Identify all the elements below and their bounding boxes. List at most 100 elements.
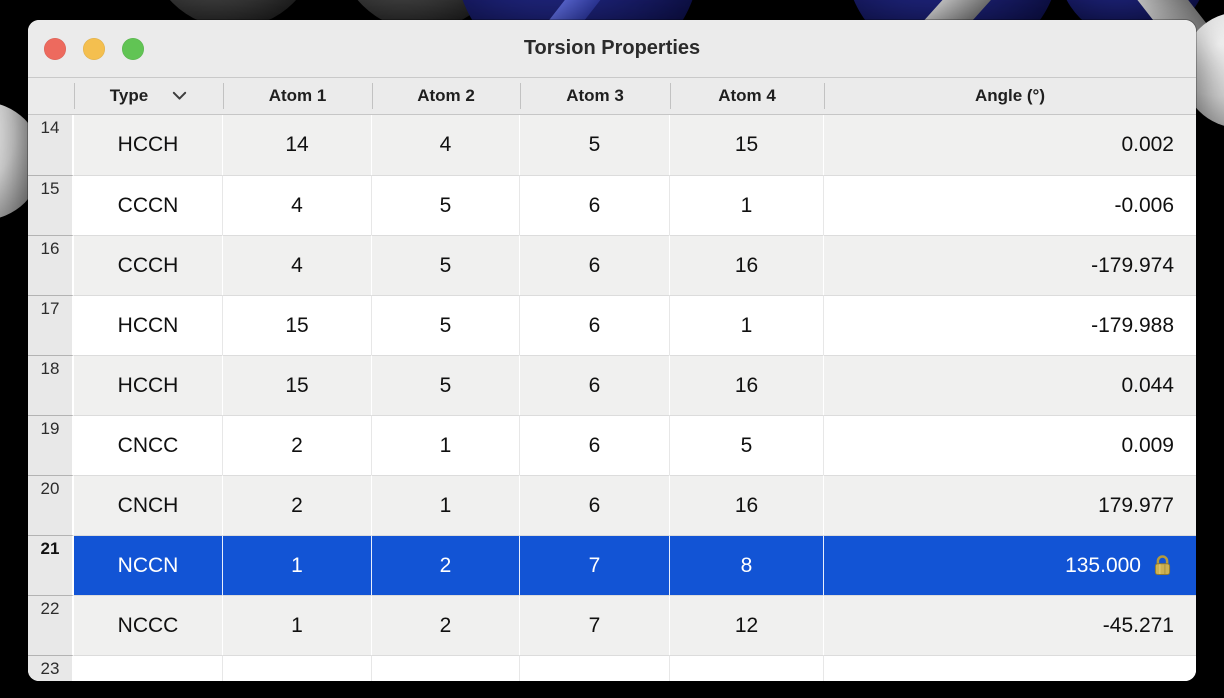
table-row-21-selected[interactable]: 21 NCCN 1 2 7 8 135.000 (28, 535, 1196, 595)
cell-atom4[interactable]: 16 (670, 235, 824, 295)
cell-atom4[interactable] (670, 655, 824, 681)
row-number[interactable]: 23 (28, 655, 74, 681)
table-row-22[interactable]: 22 NCCC 1 2 7 12 -45.271 (28, 595, 1196, 655)
column-header-atom3-label: Atom 3 (566, 86, 624, 105)
cell-angle[interactable]: 0.044 (824, 355, 1196, 415)
cell-type[interactable]: HCCH (74, 355, 223, 415)
close-button[interactable] (44, 37, 66, 60)
table-row-15[interactable]: 15 CCCN 4 5 6 1 -0.006 (28, 175, 1196, 235)
cell-angle[interactable]: -179.988 (824, 295, 1196, 355)
cell-type[interactable]: HCCN (74, 295, 223, 355)
column-header-type[interactable]: Type (74, 78, 223, 114)
angle-value: 179.977 (1098, 493, 1174, 517)
column-header-atom1[interactable]: Atom 1 (223, 78, 372, 114)
column-header-atom2[interactable]: Atom 2 (372, 78, 520, 114)
zoom-button[interactable] (122, 37, 144, 60)
row-number[interactable]: 21 (28, 535, 74, 595)
table-row-17[interactable]: 17 HCCN 15 5 6 1 -179.988 (28, 295, 1196, 355)
cell-angle[interactable]: -45.271 (824, 595, 1196, 655)
cell-atom3[interactable]: 6 (520, 475, 670, 535)
cell-atom2[interactable]: 1 (372, 415, 520, 475)
table-row-18[interactable]: 18 HCCH 15 5 6 16 0.044 (28, 355, 1196, 415)
cell-atom3[interactable]: 5 (520, 115, 670, 175)
cell-atom4[interactable]: 12 (670, 595, 824, 655)
cell-atom4[interactable]: 5 (670, 415, 824, 475)
cell-atom4[interactable]: 15 (670, 115, 824, 175)
row-number[interactable]: 18 (28, 355, 74, 415)
cell-angle[interactable] (824, 655, 1196, 681)
cell-type[interactable]: HCCH (74, 115, 223, 175)
cell-atom1[interactable]: 4 (223, 175, 372, 235)
cell-atom1[interactable] (223, 655, 372, 681)
row-number[interactable]: 22 (28, 595, 74, 655)
cell-angle[interactable]: 179.977 (824, 475, 1196, 535)
column-header-atom3[interactable]: Atom 3 (520, 78, 670, 114)
cell-atom4[interactable]: 1 (670, 295, 824, 355)
row-number[interactable]: 15 (28, 175, 74, 235)
cell-atom4[interactable]: 16 (670, 355, 824, 415)
column-header-atom4[interactable]: Atom 4 (670, 78, 824, 114)
cell-atom2[interactable]: 4 (372, 115, 520, 175)
traffic-lights (44, 37, 144, 60)
cell-atom2[interactable] (372, 655, 520, 681)
cell-type[interactable]: CCCN (74, 175, 223, 235)
cell-atom2[interactable]: 1 (372, 475, 520, 535)
cell-atom3[interactable] (520, 655, 670, 681)
minimize-button[interactable] (83, 37, 105, 60)
cell-atom1[interactable]: 15 (223, 355, 372, 415)
row-number[interactable]: 19 (28, 415, 74, 475)
cell-atom3[interactable]: 7 (520, 535, 670, 595)
cell-angle[interactable]: 0.002 (824, 115, 1196, 175)
cell-atom2[interactable]: 5 (372, 235, 520, 295)
lock-icon (1154, 555, 1171, 575)
table-row-19[interactable]: 19 CNCC 2 1 6 5 0.009 (28, 415, 1196, 475)
angle-value: -179.974 (1091, 253, 1174, 277)
column-header-atom4-label: Atom 4 (718, 86, 776, 105)
row-number[interactable]: 16 (28, 235, 74, 295)
cell-atom2[interactable]: 2 (372, 535, 520, 595)
cell-atom4[interactable]: 8 (670, 535, 824, 595)
cell-atom1[interactable]: 4 (223, 235, 372, 295)
cell-atom3[interactable]: 6 (520, 235, 670, 295)
window-titlebar[interactable]: Torsion Properties (28, 20, 1196, 78)
row-number[interactable]: 17 (28, 295, 74, 355)
cell-type[interactable]: NCCC (74, 595, 223, 655)
cell-atom3[interactable]: 6 (520, 415, 670, 475)
cell-type[interactable] (74, 655, 223, 681)
cell-atom3[interactable]: 7 (520, 595, 670, 655)
row-number[interactable]: 20 (28, 475, 74, 535)
column-header-angle[interactable]: Angle (°) (824, 78, 1196, 114)
cell-atom4[interactable]: 16 (670, 475, 824, 535)
cell-atom1[interactable]: 15 (223, 295, 372, 355)
cell-atom2[interactable]: 5 (372, 175, 520, 235)
cell-atom1[interactable]: 2 (223, 415, 372, 475)
cell-type[interactable]: NCCN (74, 535, 223, 595)
angle-value: -45.271 (1102, 613, 1174, 637)
angle-value: 0.009 (1121, 433, 1174, 457)
cell-angle[interactable]: 0.009 (824, 415, 1196, 475)
cell-angle[interactable]: -0.006 (824, 175, 1196, 235)
cell-atom3[interactable]: 6 (520, 355, 670, 415)
cell-angle[interactable]: 135.000 (824, 535, 1196, 595)
cell-atom3[interactable]: 6 (520, 295, 670, 355)
cell-atom2[interactable]: 5 (372, 355, 520, 415)
row-number[interactable]: 14 (28, 115, 74, 175)
cell-atom2[interactable]: 5 (372, 295, 520, 355)
table-row-16[interactable]: 16 CCCH 4 5 6 16 -179.974 (28, 235, 1196, 295)
table-row-14[interactable]: 14 HCCH 14 4 5 15 0.002 (28, 115, 1196, 175)
table-row-20[interactable]: 20 CNCH 2 1 6 16 179.977 (28, 475, 1196, 535)
cell-atom4[interactable]: 1 (670, 175, 824, 235)
angle-value: -179.988 (1091, 313, 1174, 337)
table-row-23-partial[interactable]: 23 (28, 655, 1196, 681)
cell-atom1[interactable]: 2 (223, 475, 372, 535)
cell-atom2[interactable]: 2 (372, 595, 520, 655)
header-corner (28, 78, 74, 114)
cell-atom3[interactable]: 6 (520, 175, 670, 235)
cell-atom1[interactable]: 1 (223, 535, 372, 595)
cell-atom1[interactable]: 14 (223, 115, 372, 175)
cell-angle[interactable]: -179.974 (824, 235, 1196, 295)
cell-type[interactable]: CNCH (74, 475, 223, 535)
cell-type[interactable]: CNCC (74, 415, 223, 475)
cell-type[interactable]: CCCH (74, 235, 223, 295)
cell-atom1[interactable]: 1 (223, 595, 372, 655)
